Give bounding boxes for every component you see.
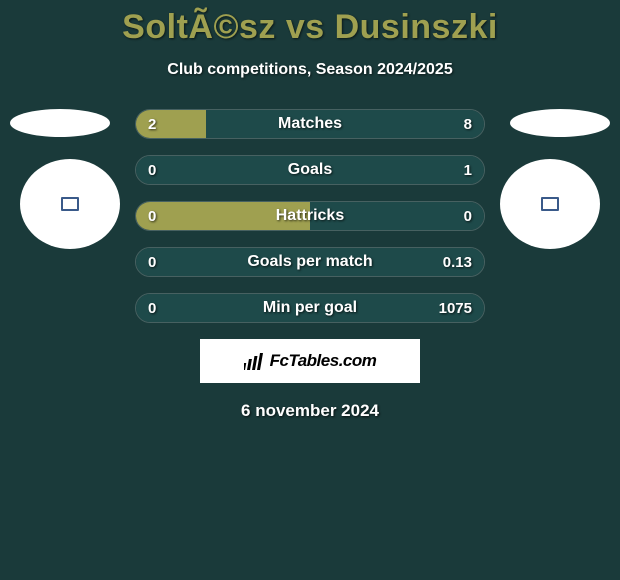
player-left-avatar [20, 159, 120, 249]
bar-chart-icon [244, 351, 266, 371]
stat-row: 2 Matches 8 [135, 109, 485, 139]
stat-label: Goals [136, 156, 484, 184]
stat-label: Hattricks [136, 202, 484, 230]
avatar-placeholder-icon [541, 197, 559, 211]
player-left-oval [10, 109, 110, 137]
stat-right-value: 0.13 [443, 248, 472, 276]
stat-rows: 2 Matches 8 0 Goals 1 0 Hattricks 0 [135, 109, 485, 323]
player-right-avatar [500, 159, 600, 249]
stat-right-value: 0 [464, 202, 472, 230]
brand-text: FcTables.com [244, 351, 377, 371]
stat-right-value: 8 [464, 110, 472, 138]
stat-label: Goals per match [136, 248, 484, 276]
player-right-oval [510, 109, 610, 137]
stat-right-value: 1 [464, 156, 472, 184]
stat-row: 0 Goals per match 0.13 [135, 247, 485, 277]
avatar-placeholder-icon [61, 197, 79, 211]
stat-row: 0 Goals 1 [135, 155, 485, 185]
stat-row: 0 Min per goal 1075 [135, 293, 485, 323]
brand-label: FcTables.com [270, 351, 377, 371]
stat-row: 0 Hattricks 0 [135, 201, 485, 231]
comparison-content: 2 Matches 8 0 Goals 1 0 Hattricks 0 [0, 109, 620, 421]
brand-box[interactable]: FcTables.com [200, 339, 420, 383]
stat-label: Min per goal [136, 294, 484, 322]
date-text: 6 november 2024 [0, 401, 620, 421]
page-subtitle: Club competitions, Season 2024/2025 [0, 61, 620, 79]
stat-label: Matches [136, 110, 484, 138]
page-title: SoltÃ©sz vs Dusinszki [0, 0, 620, 47]
stat-right-value: 1075 [439, 294, 472, 322]
